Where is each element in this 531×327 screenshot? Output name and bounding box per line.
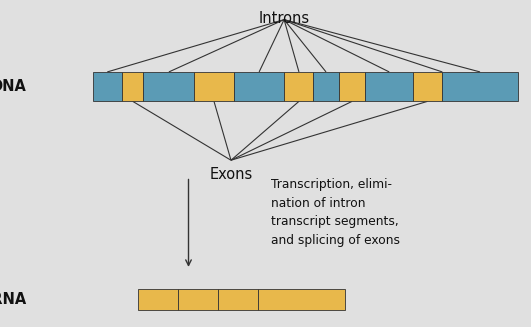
Bar [284,72,313,101]
Bar [413,72,442,101]
Bar [143,72,194,101]
Text: Exons: Exons [209,167,253,182]
Text: mRNA: mRNA [0,292,27,307]
Bar [194,72,234,101]
Bar [234,72,284,101]
Text: Introns: Introns [259,11,310,26]
Bar [339,72,365,101]
Text: Transcription, elimi-
nation of intron
transcript segments,
and splicing of exon: Transcription, elimi- nation of intron t… [271,178,400,247]
Bar [258,289,345,310]
Bar [365,72,413,101]
Bar [442,72,518,101]
Bar [93,72,122,101]
Bar [122,72,143,101]
Bar [138,289,178,310]
Text: DNA: DNA [0,79,27,94]
Bar [178,289,218,310]
Bar [313,72,339,101]
Bar [218,289,258,310]
